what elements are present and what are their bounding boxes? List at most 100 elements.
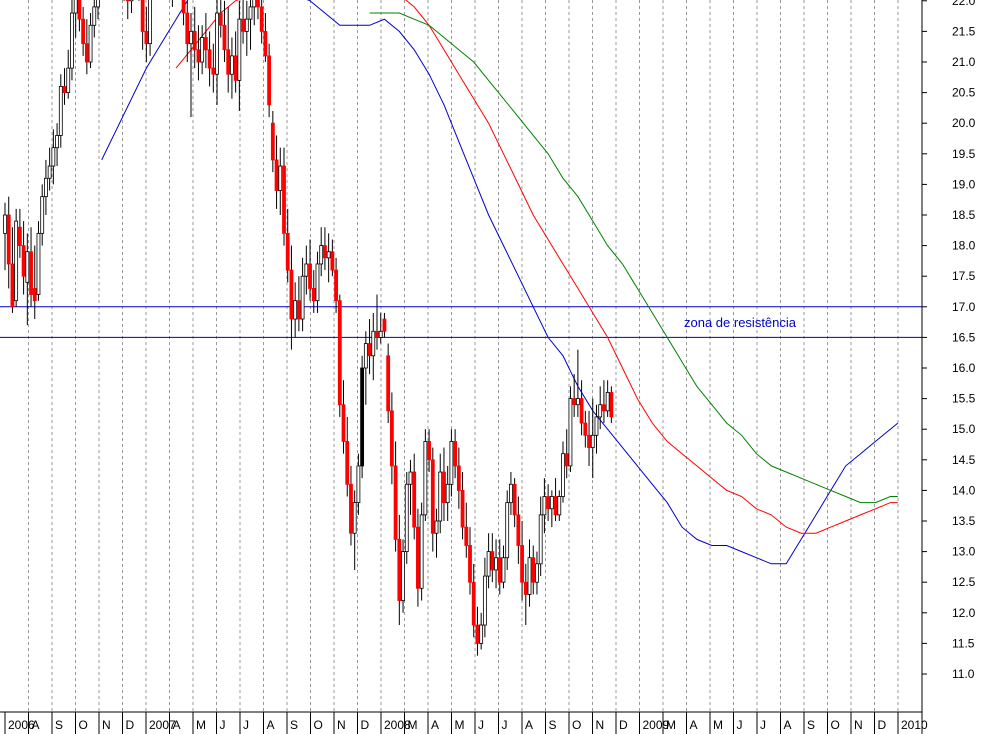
x-tick-label: J (243, 718, 249, 732)
candle-up (501, 557, 506, 583)
candle-down (546, 496, 551, 510)
candle-up (434, 520, 439, 534)
candle-down (579, 398, 584, 424)
candle-up (356, 465, 361, 504)
y-tick-label: 16.5 (952, 330, 976, 344)
candle-down (523, 581, 528, 595)
candle-up (148, 0, 152, 45)
candle-up (315, 263, 320, 302)
x-tick-label: N (854, 718, 863, 732)
candle-up (51, 147, 56, 167)
candle-down (270, 122, 275, 161)
x-tick-label: A (173, 718, 181, 732)
annotation-label: zona de resistência (684, 315, 797, 330)
candle-up (248, 6, 253, 20)
moving-average-green (369, 12, 898, 504)
y-tick-label: 13.0 (952, 545, 976, 559)
candle-down (21, 245, 26, 277)
x-tick-label: J (220, 718, 226, 732)
y-tick-label: 19.5 (952, 147, 976, 161)
y-tick-label: 12.5 (952, 575, 976, 589)
candle-down (323, 245, 327, 259)
x-tick-label: A (784, 718, 792, 732)
candle-up (58, 86, 63, 136)
candle-down (345, 441, 350, 485)
candle-down (226, 49, 231, 75)
candle-up (494, 557, 498, 571)
candle-up (371, 330, 376, 357)
candle-up (594, 416, 599, 436)
candle-down (490, 551, 495, 571)
x-tick-label: M (666, 718, 676, 732)
y-tick-label: 20.5 (952, 86, 976, 100)
candle-down (144, 30, 149, 45)
candle-up (423, 441, 428, 516)
candle-up (300, 275, 305, 320)
candle-up (486, 551, 491, 577)
candle-up (438, 471, 443, 522)
candle-down (375, 330, 379, 338)
x-tick-label: A (690, 718, 698, 732)
candle-down (185, 12, 190, 45)
candle-down (475, 624, 480, 644)
candle-up (47, 165, 52, 179)
candle-down (289, 269, 294, 320)
y-tick-label: 18.5 (952, 208, 976, 222)
candle-down (263, 30, 268, 57)
candle-up (326, 251, 331, 259)
y-tick-label: 14.0 (952, 483, 976, 497)
candle-down (32, 288, 37, 302)
candle-down (427, 441, 431, 461)
candle-down (464, 526, 469, 546)
candle-down (6, 214, 11, 265)
candle-up (549, 496, 554, 510)
candle-down (77, 0, 82, 20)
y-tick-label: 17.5 (952, 269, 976, 283)
candle-up (404, 483, 409, 552)
candle-up (252, 0, 257, 8)
candle-down (442, 471, 446, 504)
x-tick-label: M (455, 718, 465, 732)
y-tick-label: 11.5 (952, 636, 975, 650)
y-tick-label: 17.0 (952, 300, 976, 314)
x-tick-label: S (807, 718, 815, 732)
candle-up (568, 398, 573, 467)
candle-up (14, 220, 19, 302)
candle-up (73, 0, 78, 14)
candle-down (203, 37, 208, 51)
x-tick-label: N (596, 718, 605, 732)
candle-up (535, 563, 539, 583)
candle-down (285, 232, 290, 271)
candle-up (55, 135, 59, 149)
candle-down (311, 288, 316, 302)
candle-down (274, 159, 279, 191)
candle-up (189, 30, 193, 45)
moving-average-red (175, 0, 898, 534)
candle-down (609, 392, 614, 418)
candle-down (62, 86, 67, 94)
candle-down (468, 545, 472, 583)
candle-up (319, 245, 324, 265)
candle-up (25, 251, 30, 283)
candle-up (44, 177, 48, 198)
y-tick-label: 20.0 (952, 116, 976, 130)
candle-down (520, 545, 524, 583)
candle-down (211, 67, 216, 75)
x-tick-label: J (478, 718, 484, 732)
candle-up (237, 18, 242, 81)
y-tick-label: 18.0 (952, 239, 976, 253)
y-tick-label: 13.5 (952, 514, 976, 528)
candle-down (430, 459, 435, 534)
x-tick-label: O (831, 718, 840, 732)
moving-average-blue (101, 0, 899, 565)
candle-up (278, 165, 283, 191)
candle-up (200, 37, 205, 63)
candle-down (553, 496, 558, 516)
y-tick-label: 14.5 (952, 453, 976, 467)
candle-down (17, 226, 22, 247)
candle-up (598, 404, 603, 418)
candle-up (215, 12, 219, 75)
candle-down (330, 251, 335, 271)
candle-down (341, 404, 346, 442)
